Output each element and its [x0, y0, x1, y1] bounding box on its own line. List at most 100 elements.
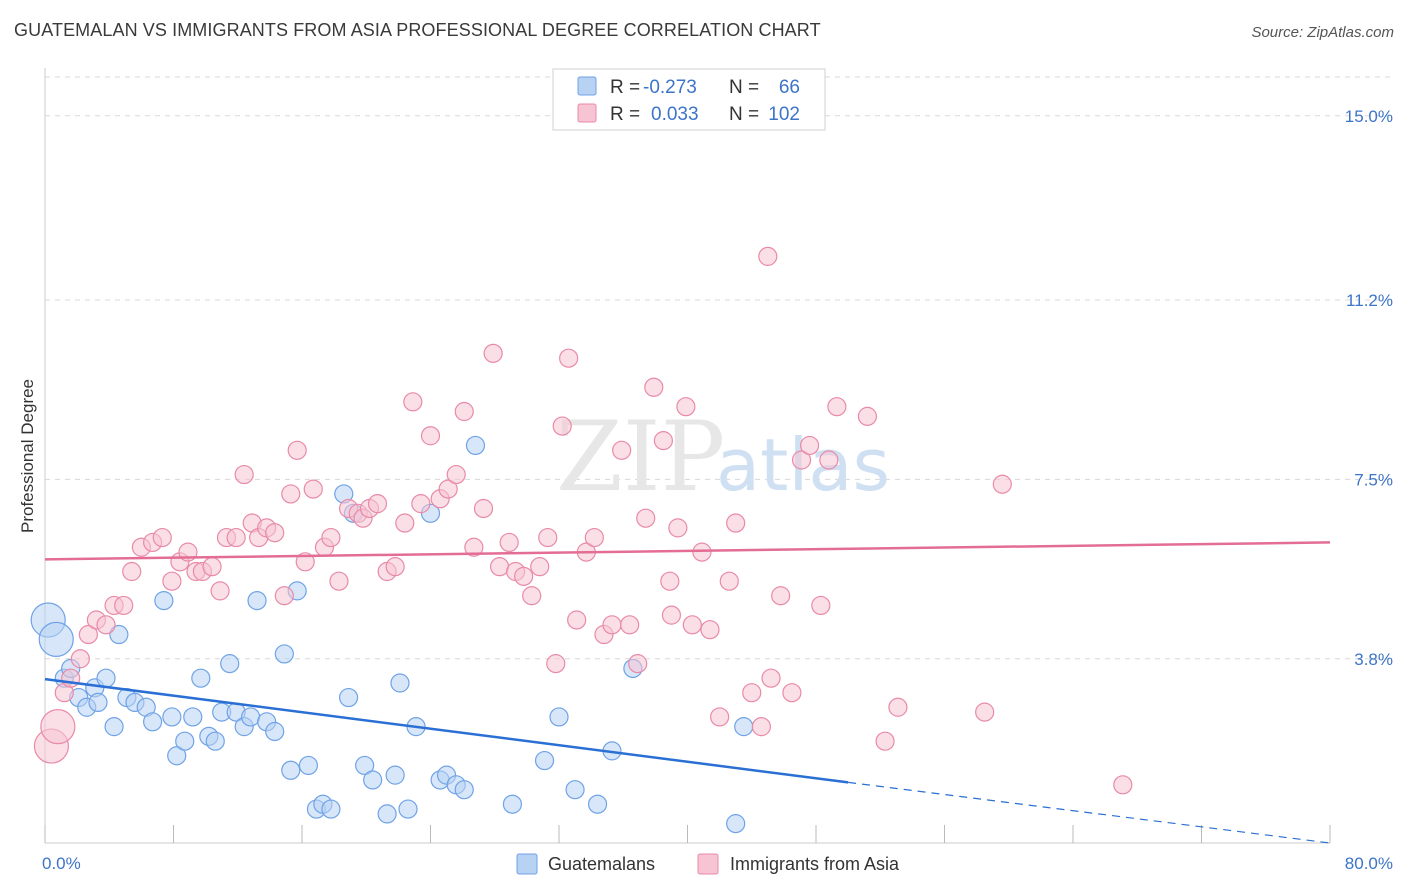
point-guatemalans-8 — [96, 668, 116, 688]
point-asia-22 — [226, 527, 246, 548]
point-asia-5 — [78, 624, 98, 645]
tick-labels: 3.8% 7.5% 11.2% 15.0% 0.0% 80.0% — [42, 107, 1393, 873]
legend-r-label-2: R = — [610, 104, 640, 125]
point-guatemalans-58 — [587, 794, 608, 814]
point-guatemalans-17 — [167, 746, 187, 766]
point-asia-75 — [660, 571, 680, 591]
point-asia-80 — [700, 620, 720, 640]
point-guatemalans-61 — [726, 814, 746, 834]
point-guatemalans-56 — [549, 707, 569, 727]
point-asia-64 — [567, 610, 587, 630]
point-guatemalans-43 — [377, 804, 397, 824]
legend-n-label-1: N = — [729, 77, 759, 98]
correlation-legend: R = -0.273 N = 66 R = 0.033 N = 102 — [552, 68, 826, 131]
point-guatemalans-55 — [534, 750, 555, 771]
point-asia-1 — [40, 709, 76, 745]
point-guatemalans-18 — [175, 731, 195, 751]
point-asia-89 — [791, 450, 812, 470]
series-immigrants-from-asia — [33, 246, 1133, 795]
point-asia-58 — [522, 586, 542, 606]
chart-title: GUATEMALAN VS IMMIGRANTS FROM ASIA PROFE… — [14, 20, 821, 40]
point-asia-54 — [489, 557, 510, 577]
y-tick-label-1: 7.5% — [1354, 470, 1393, 489]
grid-lines — [45, 76, 1395, 660]
point-asia-48 — [438, 479, 458, 499]
trend-line-extension-guatemalans — [848, 781, 1331, 844]
point-asia-77 — [676, 397, 696, 417]
point-asia-79 — [692, 542, 712, 562]
legend-n-value-2: 102 — [768, 104, 800, 125]
point-guatemalans-34 — [298, 755, 319, 776]
point-asia-31 — [295, 552, 315, 572]
point-asia-42 — [385, 557, 405, 577]
series-legend: Guatemalans Immigrants from Asia — [516, 853, 900, 875]
point-asia-34 — [321, 527, 341, 548]
point-asia-9 — [114, 595, 134, 616]
point-asia-46 — [420, 426, 441, 446]
point-asia-96 — [888, 697, 908, 717]
point-asia-4 — [70, 649, 90, 669]
watermark: ZIP atlas — [556, 401, 890, 513]
point-asia-10 — [122, 561, 142, 582]
point-asia-51 — [464, 537, 484, 557]
point-asia-91 — [811, 595, 831, 616]
point-guatemalans-41 — [355, 755, 375, 776]
point-asia-13 — [152, 527, 172, 548]
point-asia-73 — [644, 377, 664, 397]
bottom-legend-swatch-pink — [697, 853, 719, 875]
legend-swatch-pink — [577, 103, 597, 123]
x-tick-label-0: 0.0% — [42, 854, 81, 873]
point-asia-70 — [620, 615, 640, 635]
point-guatemalans-46 — [398, 799, 418, 819]
point-asia-83 — [726, 513, 746, 533]
point-guatemalans-32 — [281, 760, 301, 780]
point-asia-101 — [661, 605, 682, 625]
point-asia-93 — [827, 397, 847, 417]
point-asia-92 — [819, 450, 839, 470]
point-asia-53 — [483, 343, 503, 363]
legend-swatch-blue — [577, 76, 597, 96]
point-asia-28 — [274, 586, 294, 606]
point-guatemalans-39 — [338, 687, 359, 708]
point-guatemalans-45 — [390, 673, 410, 693]
bottom-legend-swatch-blue — [516, 853, 538, 875]
point-asia-20 — [210, 581, 230, 601]
point-guatemalans-53 — [465, 435, 486, 456]
point-asia-14 — [162, 571, 182, 591]
point-asia-66 — [584, 527, 604, 548]
legend-n-value-1: 66 — [779, 77, 800, 98]
point-asia-19 — [202, 557, 222, 577]
point-asia-98 — [992, 474, 1012, 494]
point-asia-95 — [875, 731, 895, 751]
point-asia-43 — [395, 513, 415, 533]
point-asia-45 — [411, 494, 431, 514]
point-asia-59 — [530, 557, 550, 577]
point-guatemalans-27 — [241, 707, 261, 727]
point-guatemalans-30 — [265, 721, 285, 742]
point-guatemalans-42 — [363, 770, 383, 790]
point-asia-30 — [287, 440, 307, 460]
point-asia-62 — [552, 416, 572, 436]
trend-lines — [44, 541, 1331, 844]
point-asia-63 — [559, 348, 579, 368]
point-asia-87 — [771, 586, 791, 606]
point-asia-99 — [1113, 775, 1133, 795]
y-axis-label: Professional Degree — [18, 379, 37, 533]
point-guatemalans-19 — [183, 707, 203, 727]
point-asia-94 — [857, 406, 878, 426]
point-asia-74 — [653, 431, 674, 451]
legend-n-label-2: N = — [729, 104, 759, 125]
point-guatemalans-9 — [104, 717, 124, 737]
series-guatemalans — [30, 435, 754, 834]
point-asia-49 — [446, 464, 466, 485]
legend-r-label-1: R = — [610, 77, 640, 98]
point-asia-50 — [454, 401, 474, 422]
point-guatemalans-62 — [734, 717, 754, 737]
point-guatemalans-52 — [454, 780, 474, 800]
bottom-legend-label-guatemalans: Guatemalans — [548, 854, 655, 874]
point-guatemalans-1 — [38, 621, 74, 657]
point-guatemalans-57 — [565, 780, 585, 800]
source-label: Source: ZipAtlas.com — [1251, 24, 1394, 41]
point-guatemalans-20 — [191, 668, 211, 688]
